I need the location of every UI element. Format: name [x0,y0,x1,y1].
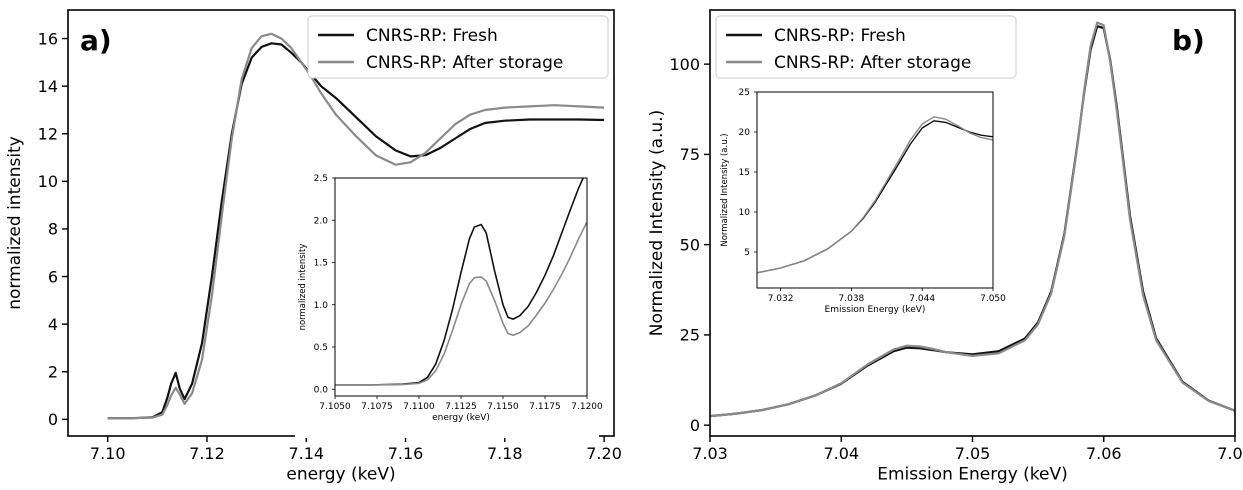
x-tick-label: 7.03 [692,444,728,463]
x-tick-label: 7.1125 [445,402,477,412]
x-axis-label: energy (keV) [432,413,490,423]
legend-label: CNRS-RP: Fresh [366,26,498,46]
y-tick-label: 0 [48,410,58,429]
y-tick-label: 2.5 [314,174,328,184]
x-tick-label: 7.04 [823,444,859,463]
series-line-after-storage [335,221,587,386]
legend: CNRS-RP: Fresh CNRS-RP: After storage [307,15,609,79]
x-tick-label: 7.038 [839,294,865,304]
legend: CNRS-RP: Fresh CNRS-RP: After storage [715,15,1017,79]
x-tick-label: 7.1075 [361,402,393,412]
y-tick-label: 5 [744,248,750,258]
y-tick-label: 0.5 [314,343,328,353]
y-tick-label: 25 [680,326,700,345]
x-tick-label: 7.14 [288,444,324,463]
legend-label: CNRS-RP: After storage [366,53,563,73]
y-tick-label: 4 [48,315,58,334]
series-line-fresh [107,42,605,420]
legend-label: CNRS-RP: Fresh [774,26,906,46]
y-tick-label: 8 [48,220,58,239]
chart-b-inset: 7.032 7.038 7.044 7.050 5 10 15 20 25 Emission En… [717,86,1006,330]
x-tick-label: 7.1200 [571,402,603,412]
legend-label: CNRS-RP: After storage [774,53,971,73]
y-tick-label: 6 [48,267,58,286]
x-tick-label: 7.18 [487,444,523,463]
x-axis-label: Emission Energy (keV) [825,305,926,315]
y-tick-label: 100 [669,55,700,74]
x-tick-label: 7.07 [1217,444,1243,463]
chart-b: 7.03 7.04 7.05 7.06 7.07 0 25 50 75 100 Emission E… [647,9,1243,485]
y-tick-label: 14 [38,77,58,96]
series-line-after-storage [107,32,605,420]
y-axis-label: Normalized Intensity (a.u.) [720,133,730,246]
chart-a-inset: 7.1050 7.1075 7.1100 7.1125 7.1150 7.1175 7.12… [295,172,603,438]
x-tick-label: 7.1050 [319,402,351,412]
y-tick-label: 1.0 [314,301,329,311]
plot-frame [756,91,994,289]
chart-a: 7.10 7.12 7.14 7.16 7.18 7.20 0 2 4 6 8 10 12 14 16 ene… [5,9,622,485]
y-tick-label: 1.5 [314,259,328,269]
legend-box [307,15,609,79]
x-tick-label: 7.032 [768,294,794,304]
x-tick-label: 7.20 [586,444,622,463]
y-tick-label: 10 [38,172,58,191]
panel-label: a) [80,24,112,57]
x-tick-label: 7.1150 [487,402,519,412]
y-tick-label: 2.0 [314,216,329,226]
y-axis-label: normalized intensity [298,244,308,331]
y-tick-label: 12 [38,125,58,144]
x-tick-label: 7.05 [955,444,991,463]
x-tick-label: 7.1100 [403,402,435,412]
x-tick-label: 7.12 [189,444,225,463]
y-tick-label: 10 [739,208,751,218]
panel-label: b) [1172,24,1205,57]
series-line-fresh [335,178,585,386]
y-axis-label: Normalized Intensity (a.u.) [647,110,667,336]
legend-box [715,15,1017,79]
inset-background [295,172,599,438]
y-tick-label: 16 [38,29,58,48]
x-tick-label: 7.050 [980,294,1006,304]
y-tick-label: 25 [739,88,750,98]
y-tick-label: 50 [680,235,700,254]
x-axis-label: energy (keV) [286,465,395,485]
y-tick-label: 75 [680,145,700,164]
x-tick-label: 7.044 [909,294,935,304]
x-axis-label: Emission Energy (keV) [877,465,1068,485]
y-tick-label: 15 [739,168,750,178]
x-tick-label: 7.1175 [529,402,561,412]
y-axis-label: normalized intensity [5,136,25,310]
y-tick-label: 0.0 [314,385,329,395]
x-tick-label: 7.16 [388,444,424,463]
y-tick-label: 20 [739,128,751,138]
x-tick-label: 7.10 [90,444,126,463]
y-tick-label: 0 [690,416,700,435]
x-tick-label: 7.06 [1086,444,1122,463]
y-tick-label: 2 [48,363,58,382]
